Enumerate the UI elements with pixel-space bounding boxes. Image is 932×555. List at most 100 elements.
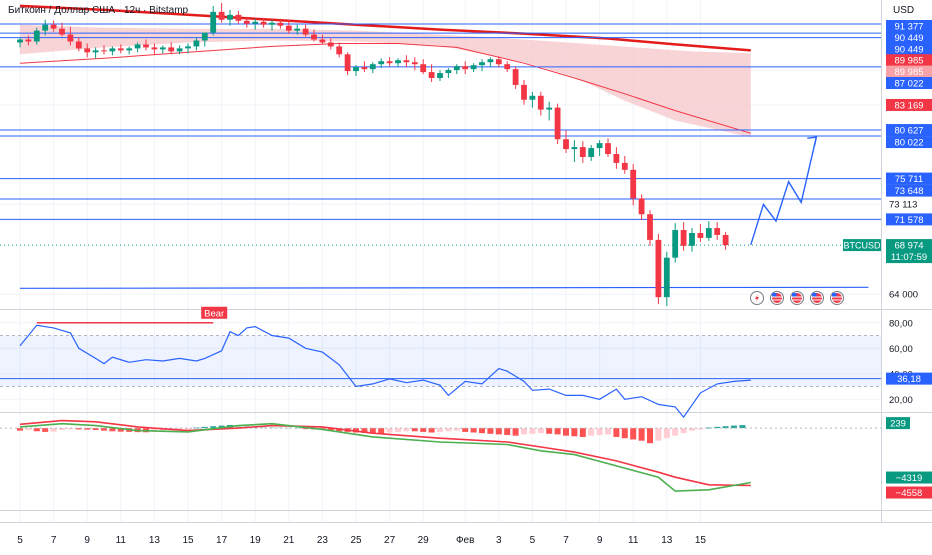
candle-body: [302, 28, 309, 35]
histogram-bar: [75, 428, 82, 430]
candle: [260, 17, 267, 28]
candle: [546, 101, 553, 121]
candle-body: [537, 95, 544, 110]
histogram-bar: [361, 428, 368, 433]
time-tick-label: 29: [418, 535, 430, 546]
candle: [285, 19, 292, 34]
histogram-bar: [33, 428, 40, 432]
candle-body: [680, 230, 687, 246]
candle-body: [42, 24, 49, 31]
candle: [714, 222, 721, 240]
candles: [17, 2, 729, 307]
candle-body: [529, 95, 536, 100]
histogram-bar: [42, 428, 49, 432]
time-tick-label: 27: [384, 535, 396, 546]
candle-body: [420, 64, 427, 73]
level-price-label: 80 022: [886, 136, 932, 149]
candle-body: [109, 48, 116, 52]
candle-body: [193, 40, 200, 47]
candle-body: [655, 239, 662, 298]
price-tick-label: 64 000: [889, 290, 918, 301]
candle: [369, 62, 376, 74]
currency-label: USD: [893, 5, 915, 16]
candle-body: [672, 230, 679, 258]
histogram-bar: [420, 428, 427, 432]
histogram-bar: [647, 428, 653, 444]
histogram-bar: [185, 428, 191, 430]
candle: [495, 56, 502, 68]
candle: [638, 194, 645, 221]
candle: [67, 26, 74, 46]
candle-body: [470, 65, 477, 70]
candle-body: [336, 46, 343, 55]
candle-body: [92, 50, 99, 53]
candle: [252, 18, 259, 30]
histogram-bar: [722, 426, 729, 429]
candle: [59, 22, 65, 37]
histogram-bar: [25, 428, 32, 431]
candle-body: [168, 47, 175, 52]
candle: [563, 130, 569, 154]
time-tick-label: 5: [530, 535, 536, 546]
histogram-bar: [67, 428, 74, 430]
candle: [168, 42, 175, 55]
histogram-bar: [378, 428, 385, 434]
candle-body: [84, 48, 91, 53]
candle-body: [411, 62, 418, 65]
histogram-bar: [554, 428, 561, 435]
support-trendline: [19, 286, 869, 289]
time-tick-label: Фев: [456, 535, 474, 546]
candle-body: [353, 67, 359, 72]
svg-text:−4319: −4319: [896, 473, 923, 484]
candle-body: [176, 48, 183, 52]
candle-body: [479, 62, 485, 66]
svg-text:91 377: 91 377: [894, 22, 923, 33]
histogram-bar: [327, 428, 334, 431]
candle: [210, 5, 217, 36]
histogram-bar: [663, 428, 670, 439]
candle-body: [386, 61, 393, 64]
candle: [596, 140, 603, 156]
candle: [185, 43, 191, 54]
svg-text:83 169: 83 169: [894, 100, 923, 111]
flash-icon: [750, 291, 764, 305]
level-price-label: 80 627: [886, 124, 932, 137]
histogram-bar: [92, 428, 99, 431]
time-tick-label: 17: [216, 535, 228, 546]
histogram-bar: [638, 428, 645, 441]
candle-body: [159, 47, 166, 50]
candle: [445, 68, 452, 79]
histogram-bar: [512, 428, 519, 436]
candle: [227, 9, 233, 26]
us-flag-icon: [830, 291, 844, 305]
svg-text:75 711: 75 711: [895, 174, 923, 185]
macd-histogram: [17, 424, 746, 444]
histogram-bar: [680, 428, 687, 434]
candle-body: [437, 73, 443, 79]
candle-body: [361, 67, 368, 70]
candle: [487, 57, 494, 68]
candle-body: [260, 21, 267, 25]
histogram-bar: [739, 425, 746, 429]
time-tick-label: 15: [695, 535, 707, 546]
candle: [311, 29, 317, 42]
histogram-bar: [395, 428, 401, 432]
rsi-band: [0, 335, 881, 387]
candle-body: [563, 139, 569, 150]
candle: [521, 79, 527, 105]
candle-body: [294, 28, 301, 31]
candle: [319, 34, 326, 45]
candle: [722, 232, 729, 250]
candle: [25, 35, 32, 46]
candle-body: [134, 44, 141, 49]
svg-text:89 985: 89 985: [894, 56, 923, 67]
histogram-bar: [201, 426, 208, 429]
candle-body: [25, 39, 32, 42]
signal-line: [19, 419, 751, 487]
candle: [395, 58, 401, 68]
histogram-bar: [563, 428, 569, 436]
level-price-label: 71 578: [886, 213, 932, 226]
histogram-bar: [445, 428, 452, 432]
candle: [134, 42, 141, 53]
